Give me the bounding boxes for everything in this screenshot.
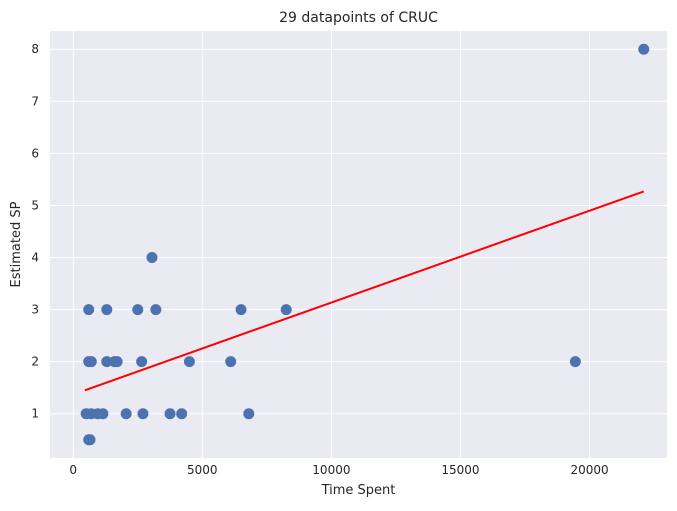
data-point (176, 408, 188, 420)
y-tick-label: 2 (31, 355, 39, 369)
chart-title: 29 datapoints of CRUC (279, 10, 438, 26)
data-point (85, 356, 97, 368)
data-point (136, 356, 148, 368)
data-points (80, 43, 650, 446)
y-tick-label: 6 (31, 146, 39, 160)
x-tick-label: 15000 (441, 463, 479, 477)
data-point (83, 304, 95, 316)
data-point (111, 356, 123, 368)
data-point (225, 356, 237, 368)
y-tick-label: 1 (31, 407, 39, 421)
data-point (84, 434, 96, 446)
data-point (101, 356, 113, 368)
data-point (243, 408, 255, 420)
data-point (137, 408, 149, 420)
data-point (569, 356, 581, 368)
data-point (150, 304, 162, 316)
data-point (146, 252, 158, 264)
data-point (120, 408, 132, 420)
data-point (638, 43, 650, 55)
y-tick-labels: 1 2 3 4 5 6 7 8 (31, 42, 39, 421)
data-point (183, 356, 195, 368)
data-point (132, 304, 144, 316)
data-point (235, 304, 247, 316)
grid-lines (50, 31, 667, 458)
y-tick-label: 5 (31, 198, 39, 212)
plot-area (50, 31, 667, 458)
x-tick-label: 20000 (570, 463, 608, 477)
y-tick-label: 7 (31, 94, 39, 108)
y-axis-label: Estimated SP (9, 201, 24, 287)
data-point (97, 408, 109, 420)
data-point (164, 408, 176, 420)
y-tick-label: 4 (31, 251, 39, 265)
data-point (280, 304, 292, 316)
x-axis-label: Time Spent (321, 483, 396, 498)
y-tick-label: 8 (31, 42, 39, 56)
regression-line (84, 190, 645, 392)
x-tick-labels: 0 5000 10000 15000 20000 (69, 463, 608, 477)
x-tick-label: 10000 (312, 463, 350, 477)
data-point (101, 304, 113, 316)
x-tick-label: 5000 (187, 463, 218, 477)
x-tick-label: 0 (69, 463, 77, 477)
y-tick-label: 3 (31, 303, 39, 317)
trendline-layer (84, 190, 645, 392)
